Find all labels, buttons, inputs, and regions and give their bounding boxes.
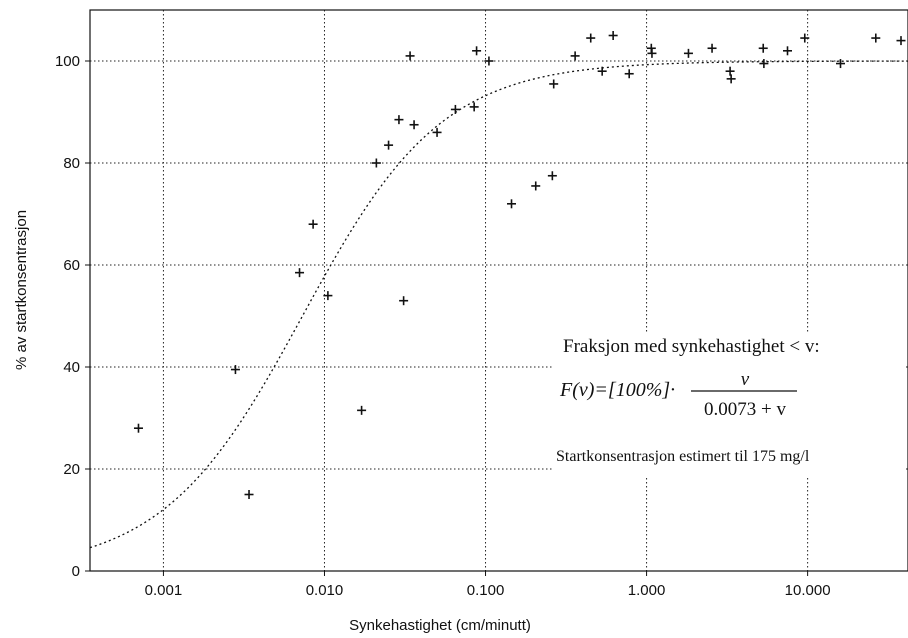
- data-point: [759, 59, 769, 69]
- data-point: [570, 51, 580, 61]
- annotation-line-3: Startkonsentrasjon estimert til 175 mg/l: [556, 448, 810, 465]
- data-point: [547, 171, 557, 181]
- y-tick-label: 80: [63, 155, 80, 172]
- annotation-background: [552, 332, 904, 476]
- x-tick-label: 0.100: [467, 582, 505, 599]
- data-point: [586, 33, 596, 43]
- data-point: [531, 181, 541, 191]
- x-axis-title: Synkehastighet (cm/minutt): [349, 617, 531, 634]
- fit-curve: [89, 60, 908, 549]
- data-point: [230, 365, 240, 375]
- data-point: [707, 43, 717, 53]
- data-point: [323, 291, 333, 301]
- data-point: [758, 43, 768, 53]
- data-point: [469, 102, 479, 112]
- data-point: [371, 158, 381, 168]
- data-point: [624, 69, 634, 79]
- data-point: [308, 219, 318, 229]
- y-tick-label: 0: [72, 563, 80, 580]
- x-tick-label: 1.000: [628, 582, 666, 599]
- plot-frame: [89, 9, 908, 572]
- data-point: [507, 199, 517, 209]
- data-point: [394, 115, 404, 125]
- data-point: [896, 36, 906, 46]
- data-point: [484, 56, 494, 66]
- data-point: [432, 127, 442, 137]
- data-point: [399, 296, 409, 306]
- data-point: [295, 268, 305, 278]
- formula-lhs: F(v)=[100%]·: [559, 379, 675, 401]
- x-tick-label: 0.010: [306, 582, 344, 599]
- data-point: [835, 59, 845, 69]
- data-point: [244, 490, 254, 499]
- y-tick-label: 20: [63, 461, 80, 478]
- data-points: [133, 31, 906, 499]
- formula-denominator: 0.0073 + v: [704, 399, 786, 420]
- formula-annotation: Fraksjon med synkehastighet < v: F(v)=[1…: [552, 332, 904, 476]
- data-point: [597, 66, 607, 76]
- data-point: [409, 120, 419, 130]
- x-tick-label: 10.000: [785, 582, 831, 599]
- data-point: [683, 48, 693, 58]
- data-point: [472, 46, 482, 56]
- grid-lines: [90, 10, 908, 571]
- y-tick-label: 100: [55, 53, 80, 70]
- data-point: [608, 31, 618, 40]
- data-point: [450, 104, 460, 114]
- y-tick-label: 60: [63, 257, 80, 274]
- data-point: [405, 51, 415, 61]
- data-point: [726, 74, 736, 84]
- data-point: [384, 140, 394, 150]
- y-axis-title: % av startkonsentrasjon: [13, 210, 30, 370]
- data-point: [549, 79, 559, 89]
- data-point: [783, 46, 793, 56]
- data-point: [800, 33, 810, 43]
- data-point: [357, 405, 367, 415]
- data-point: [133, 423, 143, 433]
- x-tick-label: 0.001: [145, 582, 183, 599]
- annotation-line-1: Fraksjon med synkehastighet < v:: [563, 336, 820, 357]
- data-point: [725, 66, 735, 76]
- y-tick-label: 40: [63, 359, 80, 376]
- formula-numerator: v: [741, 369, 750, 390]
- data-point: [647, 48, 657, 58]
- data-point: [871, 33, 881, 43]
- axis-ticks: 0.001 0.010 0.100 1.000 10.000 0 20 40 60 80 100: [55, 53, 831, 599]
